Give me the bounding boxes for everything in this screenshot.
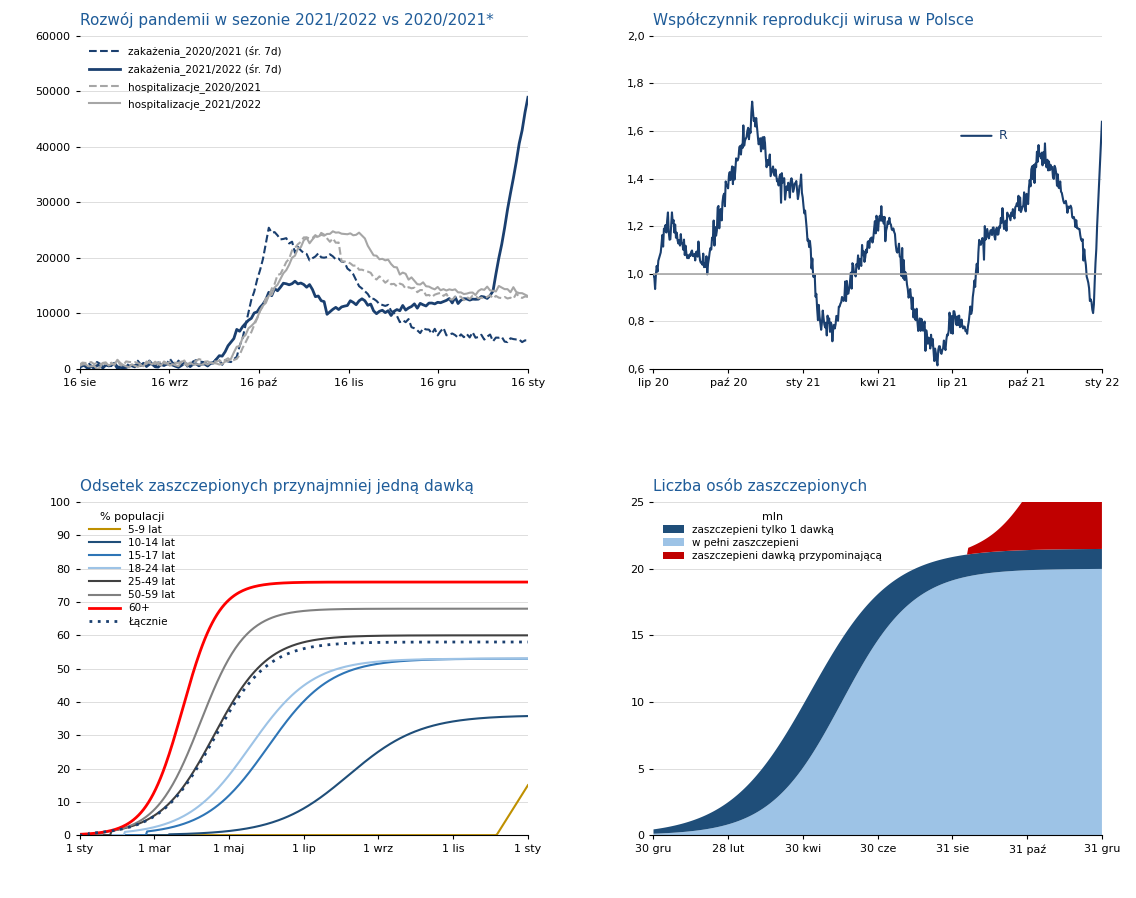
- Legend: zakażenia_2020/2021 (śr. 7d), zakażenia_2021/2022 (śr. 7d), hospitalizacje_2020/: zakażenia_2020/2021 (śr. 7d), zakażenia_…: [85, 41, 286, 114]
- Text: Odsetek zaszczepionych przynajmniej jedną dawką: Odsetek zaszczepionych przynajmniej jedn…: [80, 479, 474, 494]
- Text: Rozwój pandemii w sezonie 2021/2022 vs 2020/2021*: Rozwój pandemii w sezonie 2021/2022 vs 2…: [80, 12, 493, 28]
- Text: R: R: [999, 129, 1008, 142]
- Text: Liczba osób zaszczepionych: Liczba osób zaszczepionych: [653, 478, 868, 494]
- Legend: zaszczepieni tylko 1 dawką, w pełni zaszczepieni, zaszczepieni dawką przypominaj: zaszczepieni tylko 1 dawką, w pełni zasz…: [659, 507, 886, 565]
- Legend: 5-9 lat, 10-14 lat, 15-17 lat, 18-24 lat, 25-49 lat, 50-59 lat, 60+, Łącznie: 5-9 lat, 10-14 lat, 15-17 lat, 18-24 lat…: [85, 507, 179, 630]
- Text: Współczynnik reprodukcji wirusa w Polsce: Współczynnik reprodukcji wirusa w Polsce: [653, 12, 975, 28]
